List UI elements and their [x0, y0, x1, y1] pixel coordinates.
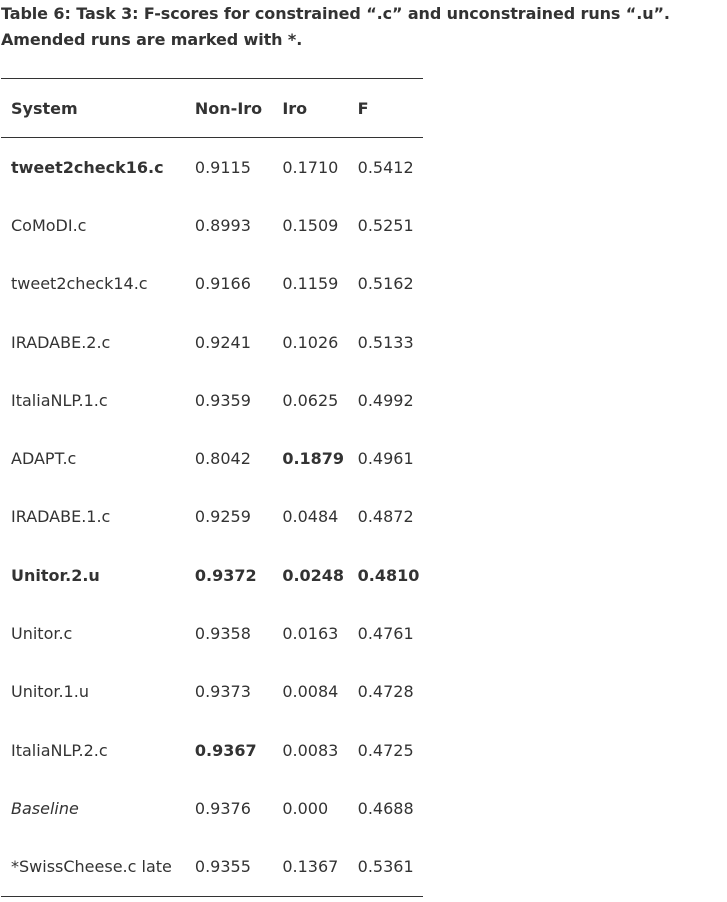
cell-f: 0.4688 — [357, 798, 414, 818]
cell-non-iro: 0.8042 — [194, 449, 251, 469]
header-system: System — [11, 98, 78, 118]
cell-non-iro: 0.9359 — [194, 390, 251, 410]
cell-non-iro: 0.9166 — [194, 274, 251, 294]
cell-non-iro: 0.9376 — [194, 798, 251, 818]
table-header: System Non-Iro Iro F — [1, 78, 423, 138]
cell-iro: 0.1879 — [282, 449, 345, 469]
header-non-iro: Non-Iro — [194, 98, 263, 118]
cell-system: ItaliaNLP.2.c — [11, 740, 108, 760]
cell-iro: 0.0084 — [282, 682, 339, 702]
table-row: ADAPT.c 0.8042 0.1879 0.4961 — [1, 429, 423, 487]
cell-iro: 0.0083 — [282, 740, 339, 760]
cell-iro: 0.000 — [282, 798, 329, 818]
table-row: Baseline 0.9376 0.000 0.4688 — [1, 779, 423, 837]
cell-f: 0.5162 — [357, 274, 414, 294]
cell-system: IRADABE.2.c — [11, 332, 111, 352]
table-row: IRADABE.2.c 0.9241 0.1026 0.5133 — [1, 313, 423, 371]
table-row: CoMoDI.c 0.8993 0.1509 0.5251 — [1, 196, 423, 254]
table-row: *SwissCheese.c late 0.9355 0.1367 0.5361 — [1, 838, 423, 897]
cell-iro: 0.0625 — [282, 390, 339, 410]
table-row: ItaliaNLP.1.c 0.9359 0.0625 0.4992 — [1, 371, 423, 429]
cell-system: CoMoDI.c — [11, 215, 87, 235]
table-caption: Table 6: Task 3: F-scores for constraine… — [1, 4, 670, 49]
cell-non-iro: 0.9358 — [194, 624, 251, 644]
cell-system: tweet2check16.c — [11, 157, 164, 177]
table-row: Unitor.c 0.9358 0.0163 0.4761 — [1, 604, 423, 662]
header-iro: Iro — [282, 98, 308, 118]
cell-f: 0.5133 — [357, 332, 414, 352]
cell-system: Unitor.1.u — [11, 682, 89, 702]
cell-non-iro: 0.9372 — [194, 565, 257, 585]
cell-system: ItaliaNLP.1.c — [11, 390, 108, 410]
cell-system: Unitor.2.u — [11, 565, 100, 585]
cell-system: ADAPT.c — [11, 449, 77, 469]
cell-f: 0.5412 — [357, 157, 414, 177]
header-row: System Non-Iro Iro F — [1, 78, 423, 138]
table-row: Unitor.2.u 0.9372 0.0248 0.4810 — [1, 546, 423, 604]
header-f: F — [357, 98, 369, 118]
cell-iro: 0.1367 — [282, 857, 339, 877]
cell-f: 0.4728 — [357, 682, 414, 702]
cell-non-iro: 0.8993 — [194, 215, 251, 235]
cell-iro: 0.0484 — [282, 507, 339, 527]
cell-f: 0.5361 — [357, 857, 414, 877]
cell-f: 0.4961 — [357, 449, 414, 469]
cell-system: tweet2check14.c — [11, 274, 148, 294]
cell-iro: 0.1509 — [282, 215, 339, 235]
cell-system: Unitor.c — [11, 624, 73, 644]
cell-f: 0.4872 — [357, 507, 414, 527]
cell-f: 0.4810 — [357, 565, 420, 585]
cell-f: 0.4725 — [357, 740, 414, 760]
cell-iro: 0.1159 — [282, 274, 339, 294]
cell-f: 0.4992 — [357, 390, 414, 410]
cell-iro: 0.1710 — [282, 157, 339, 177]
cell-system: Baseline — [11, 798, 79, 818]
table-row: ItaliaNLP.2.c 0.9367 0.0083 0.4725 — [1, 721, 423, 779]
cell-non-iro: 0.9367 — [194, 740, 257, 760]
table-row: tweet2check16.c 0.9115 0.1710 0.5412 — [1, 138, 423, 197]
cell-non-iro: 0.9115 — [194, 157, 251, 177]
cell-non-iro: 0.9241 — [194, 332, 251, 352]
cell-non-iro: 0.9373 — [194, 682, 251, 702]
cell-iro: 0.0248 — [282, 565, 345, 585]
cell-iro: 0.0163 — [282, 624, 339, 644]
cell-system: *SwissCheese.c late — [11, 857, 172, 877]
results-table: System Non-Iro Iro F tweet2check16.c 0.9… — [1, 78, 423, 897]
cell-non-iro: 0.9259 — [194, 507, 251, 527]
cell-f: 0.4761 — [357, 624, 414, 644]
cell-iro: 0.1026 — [282, 332, 339, 352]
table-row: IRADABE.1.c 0.9259 0.0484 0.4872 — [1, 488, 423, 546]
cell-non-iro: 0.9355 — [194, 857, 251, 877]
table-row: Unitor.1.u 0.9373 0.0084 0.4728 — [1, 663, 423, 721]
table-row: tweet2check14.c 0.9166 0.1159 0.5162 — [1, 255, 423, 313]
table-body: tweet2check16.c 0.9115 0.1710 0.5412 CoM… — [1, 138, 423, 897]
cell-f: 0.5251 — [357, 215, 414, 235]
cell-system: IRADABE.1.c — [11, 507, 111, 527]
